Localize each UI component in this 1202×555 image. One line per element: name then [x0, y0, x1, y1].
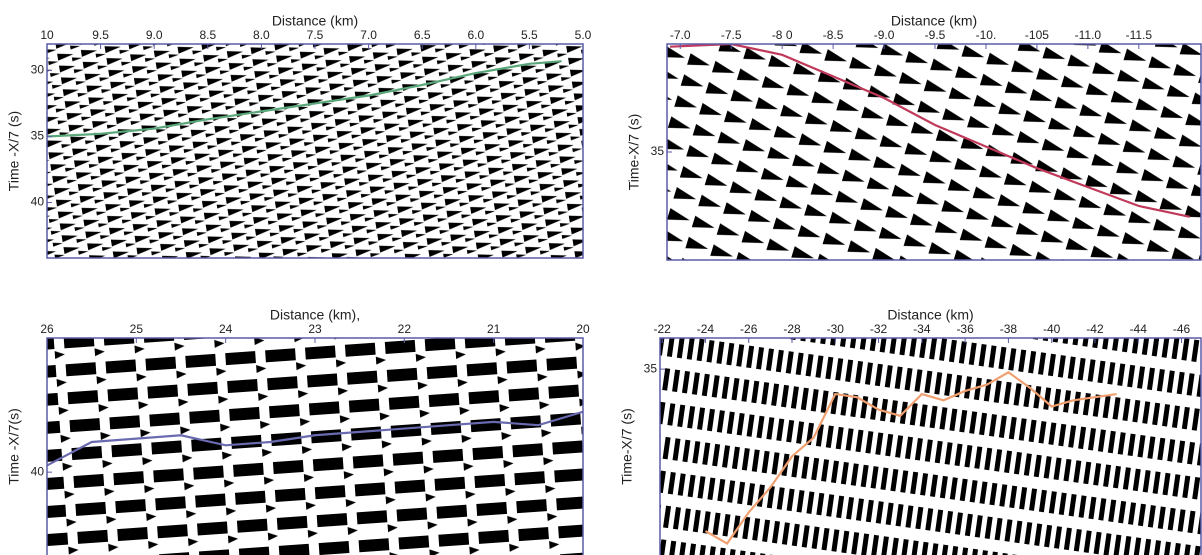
x-tick-label: -32 [870, 322, 888, 336]
panel: -7.0 -7.5 -8 0 -8.5 -9.0 -9.5 -10. -105 -11.0 -11… [626, 13, 1202, 261]
pick-line [670, 44, 1191, 218]
x-tick-label: -7.0 [670, 28, 691, 42]
x-tick-label: 5.0 [575, 28, 592, 42]
x-tick-label: -40 [1043, 322, 1061, 336]
pick-line [47, 410, 583, 467]
y-axis-title: Time -X/7(s) [6, 408, 22, 484]
x-tick-label: -22 [653, 322, 671, 336]
x-tick-label: -28 [783, 322, 801, 336]
x-tick-label: 7.0 [360, 28, 377, 42]
x-tick-label: -9.0 [874, 28, 895, 42]
x-axis-title: Distance (km) [891, 13, 977, 29]
y-tick-label: 35 [651, 144, 665, 158]
x-tick-label: 21 [487, 322, 501, 336]
plot-area [704, 370, 1117, 546]
x-tick-label: -11.0 [1075, 28, 1102, 42]
seismic-texture [47, 338, 583, 555]
x-axis-title: Distance (km) [272, 13, 358, 29]
x-tick-label: 8.0 [253, 28, 270, 42]
x-tick-label: 25 [130, 322, 144, 336]
pick-line [47, 60, 562, 138]
x-tick-label: -26 [740, 322, 758, 336]
y-axis-title: Time-X/7 (s) [626, 114, 642, 190]
plot-area [47, 60, 562, 138]
x-axis-title: Distance (km), [270, 307, 360, 323]
y-axis-title: Time-X/7 (s) [619, 408, 635, 484]
x-tick-label: 6.5 [414, 28, 431, 42]
x-tick-label: -8 0 [772, 28, 793, 42]
x-tick-label: 22 [398, 322, 412, 336]
x-tick-label: 23 [308, 322, 322, 336]
x-tick-label: 8.5 [199, 28, 216, 42]
x-tick-label: -44 [1130, 322, 1148, 336]
plot-area [47, 410, 583, 467]
x-tick-label: -9.5 [925, 28, 946, 42]
x-tick-label: 10 [40, 28, 54, 42]
x-tick-label: -46 [1173, 322, 1191, 336]
x-tick-label: 6.0 [467, 28, 484, 42]
y-tick-label: 35 [644, 361, 658, 375]
x-tick-label: 24 [219, 322, 233, 336]
x-tick-label: -34 [913, 322, 931, 336]
y-tick-label: 35 [31, 129, 45, 143]
y-axis-title: Time -X/7 (s) [6, 111, 22, 191]
panel: -22 -24 -26 -28 -30 -32 -34 -36 -38 -40 -42 -44 -46 3… [619, 307, 1202, 555]
y-tick-label: 40 [31, 464, 45, 478]
x-tick-label: -30 [827, 322, 845, 336]
x-tick-label: 7.5 [307, 28, 324, 42]
x-tick-label: -11.5 [1126, 28, 1153, 42]
x-tick-label: -36 [956, 322, 974, 336]
plot-area [670, 44, 1191, 218]
x-tick-label: -38 [1000, 322, 1018, 336]
pick-line [704, 370, 1117, 546]
x-tick-label: 9.5 [92, 28, 109, 42]
seismic-texture [660, 338, 1201, 555]
x-tick-label: 20 [576, 322, 590, 336]
x-tick-label: -8.5 [823, 28, 844, 42]
panel: 26 25 24 23 22 21 20 40 Distance (km), Time -X/7(… [6, 307, 590, 555]
x-tick-label: -42 [1086, 322, 1104, 336]
x-axis-title: Distance (km) [887, 307, 973, 323]
x-tick-label: -105 [1025, 28, 1049, 42]
seismic-texture [667, 44, 1201, 260]
x-tick-label: 26 [40, 322, 54, 336]
x-tick-label: -10. [976, 28, 997, 42]
seismic-texture [47, 44, 583, 258]
x-tick-label: 9.0 [146, 28, 163, 42]
y-tick-label: 30 [31, 63, 45, 77]
panel: 10 9.5 9.0 8.5 8.0 7.5 7.0 6.5 6.0 5.5 5.0 30 35 40 Di… [6, 13, 592, 259]
x-tick-label: -24 [697, 322, 715, 336]
plot-frame [659, 337, 1202, 555]
x-tick-label: 5.5 [521, 28, 538, 42]
x-tick-label: -7.5 [721, 28, 742, 42]
y-tick-label: 40 [31, 195, 45, 209]
